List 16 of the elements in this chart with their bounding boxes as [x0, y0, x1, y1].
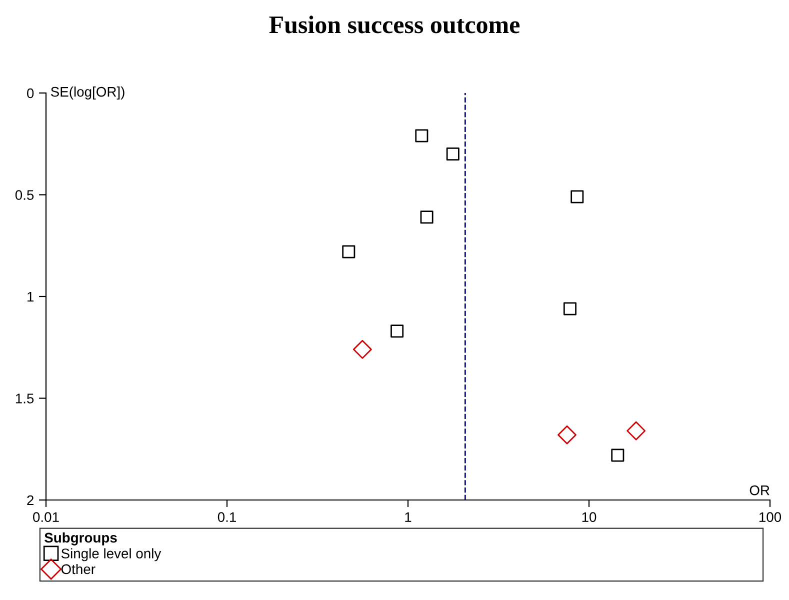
y-tick-label: 1.5: [16, 394, 34, 404]
legend-label: Other: [61, 564, 96, 574]
y-tick-label: 0.5: [15, 190, 34, 200]
legend-title: Subgroups: [44, 532, 117, 546]
x-tick-label: 0.1: [218, 512, 236, 522]
x-tick-label: 1: [405, 512, 412, 522]
chart-title: Fusion success outcome: [269, 16, 520, 34]
x-tick-label: 100: [759, 512, 782, 522]
legend-label: Single level only: [61, 548, 162, 562]
x-tick-label: 0.01: [33, 512, 59, 522]
x-axis-title: OR: [750, 485, 770, 496]
y-tick-label: 1: [28, 292, 34, 302]
x-tick-label: 10: [582, 512, 596, 522]
y-tick-label: 0: [27, 88, 34, 98]
y-axis-title: SE(log[OR]): [50, 86, 124, 100]
y-tick-label: 2: [27, 495, 34, 506]
